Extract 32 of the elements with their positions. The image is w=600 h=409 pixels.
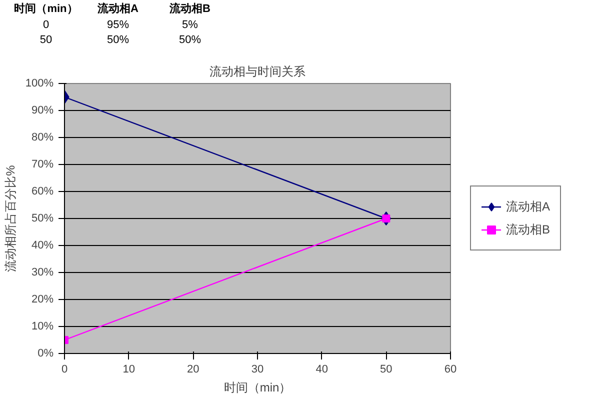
y-tick-label: 30% <box>31 266 54 278</box>
x-tick-label: 50 <box>380 364 392 376</box>
text: 流动相B <box>168 2 212 17</box>
text: 95% <box>106 18 130 33</box>
y-tick-label: 80% <box>31 132 54 144</box>
y-tick-label: 100% <box>25 78 54 90</box>
y-tick-label: 70% <box>31 158 54 170</box>
x-axis-title: 时间（min） <box>224 380 292 394</box>
text: 流动相A <box>96 2 140 17</box>
text: 50% <box>106 33 130 48</box>
legend-label: 流动相A <box>506 198 550 215</box>
y-tick-label: 20% <box>31 294 54 306</box>
text: 0 <box>42 18 50 33</box>
y-tick-label: 90% <box>31 104 54 116</box>
text: 5% <box>181 18 199 33</box>
legend-label: 流动相B <box>506 221 550 238</box>
x-tick-label: 40 <box>316 364 328 376</box>
y-tick-label: 10% <box>31 320 54 332</box>
y-axis-title: 流动相所占百分比% <box>3 164 18 272</box>
text: 时间（min） <box>13 2 79 17</box>
x-tick-label: 10 <box>122 364 135 376</box>
x-tick-label: 30 <box>251 364 264 376</box>
x-tick-label: 60 <box>444 364 457 376</box>
text: 50% <box>178 33 202 48</box>
x-tick-label: 0 <box>61 364 68 376</box>
y-tick-label: 40% <box>31 240 54 252</box>
x-tick-label: 20 <box>187 364 200 376</box>
y-tick-label: 0% <box>38 348 54 360</box>
y-tick-label: 60% <box>31 186 54 198</box>
text: 50 <box>38 33 54 48</box>
y-tick-label: 50% <box>31 212 54 224</box>
chart-title: 流动相与时间关系 <box>210 64 306 78</box>
